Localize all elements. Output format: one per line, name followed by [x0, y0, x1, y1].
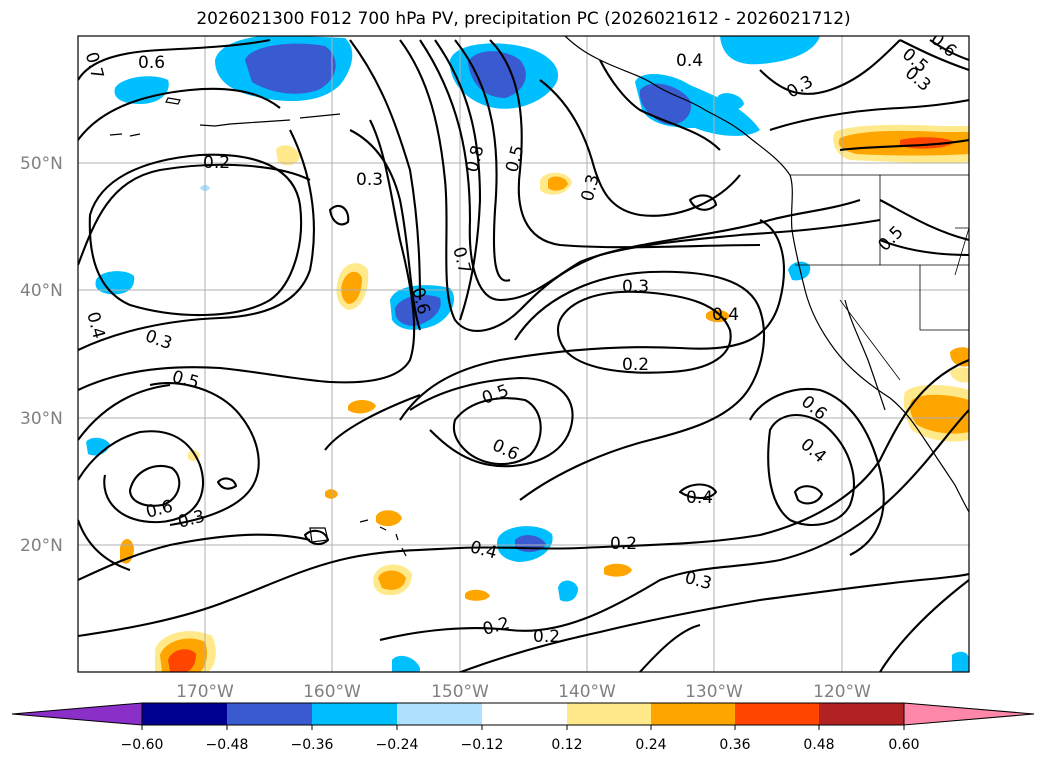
- colorbar-swatch: [567, 703, 651, 725]
- pv-contours: [78, 38, 969, 672]
- contour-label: 0.4: [686, 488, 713, 508]
- lon-label: 130°W: [685, 682, 743, 702]
- colorbar-tick-label: −0.36: [291, 737, 334, 753]
- colorbar-swatch: [142, 703, 227, 725]
- map-panel: 0.7 0.6 0.4 0.5 0.6 0.3 0.2 0.3 0.3 0.8 …: [78, 36, 969, 672]
- colorbar-ticks: −0.60 −0.48 −0.36 −0.24 −0.12 0.12 0.24 …: [121, 725, 920, 753]
- colorbar-tick-label: 0.36: [719, 737, 750, 753]
- colorbar: −0.60 −0.48 −0.36 −0.24 −0.12 0.12 0.24 …: [11, 702, 1035, 753]
- colorbar-swatch: [651, 703, 735, 725]
- lon-label: 120°W: [813, 682, 871, 702]
- colorbar-swatch: [735, 703, 819, 725]
- contour-label: 0.2: [622, 355, 649, 375]
- colorbar-swatch: [819, 703, 904, 725]
- lat-label: 20°N: [20, 536, 63, 556]
- colorbar-extend-high: [903, 702, 1035, 726]
- lat-label: 50°N: [20, 154, 63, 174]
- gridlines: [78, 36, 969, 672]
- contour-label: 0.2: [610, 534, 637, 554]
- lon-label: 150°W: [431, 682, 489, 702]
- colorbar-tick-label: 0.60: [888, 737, 919, 753]
- contour-label: 0.2: [203, 153, 230, 173]
- contour-label: 0.4: [712, 305, 739, 325]
- colorbar-tick-label: −0.24: [376, 737, 419, 753]
- longitude-labels: 170°W 160°W 150°W 140°W 130°W 120°W: [176, 682, 871, 702]
- lon-label: 140°W: [558, 682, 616, 702]
- colorbar-swatch: [312, 703, 397, 725]
- lon-label: 170°W: [176, 682, 234, 702]
- lon-label: 160°W: [303, 682, 361, 702]
- lat-label: 40°N: [20, 281, 63, 301]
- coastlines: [109, 36, 969, 557]
- colorbar-tick-label: 0.48: [803, 737, 834, 753]
- colorbar-tick-label: −0.48: [206, 737, 249, 753]
- colorbar-tick-label: −0.60: [121, 737, 164, 753]
- contour-label: 0.3: [622, 277, 649, 297]
- lat-label: 30°N: [20, 409, 63, 429]
- colorbar-extend-low: [11, 702, 143, 726]
- contour-label: 0.3: [356, 170, 383, 190]
- map-frame: [77, 35, 970, 673]
- colorbar-tick-label: 0.24: [635, 737, 666, 753]
- colorbar-tick-label: −0.12: [461, 737, 504, 753]
- colorbar-tick-label: 0.12: [551, 737, 582, 753]
- contour-label: 0.6: [138, 53, 165, 73]
- colorbar-swatch: [397, 703, 482, 725]
- map-title: 2026021300 F012 700 hPa PV, precipitatio…: [196, 9, 851, 29]
- colorbar-swatch: [227, 703, 312, 725]
- contour-label: 0.2: [533, 627, 560, 647]
- latitude-labels: 50°N 40°N 30°N 20°N: [20, 154, 63, 556]
- contour-label: 0.4: [676, 51, 703, 71]
- colorbar-swatch: [482, 703, 567, 725]
